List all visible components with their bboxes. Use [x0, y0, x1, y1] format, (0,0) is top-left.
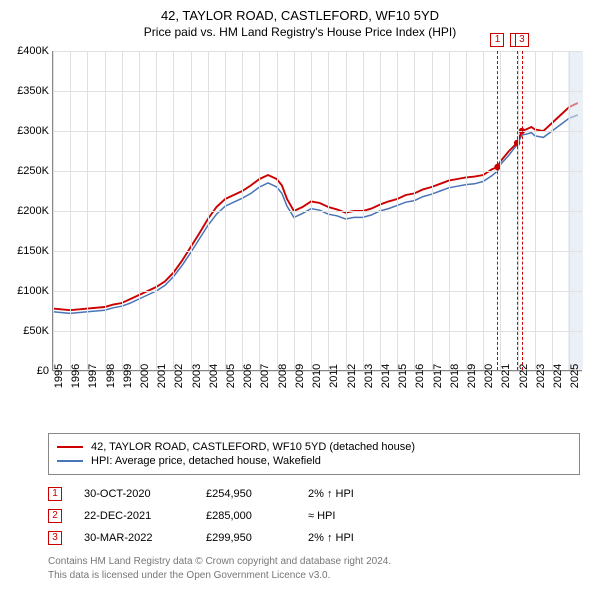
sale-hpi: 2% ↑ HPI: [308, 532, 354, 544]
x-axis-label: 2008: [277, 364, 289, 388]
sale-price: £299,950: [206, 532, 286, 544]
sale-marker: 2: [48, 509, 62, 523]
x-axis-label: 2005: [225, 364, 237, 388]
sale-row: 2 22-DEC-2021 £285,000 ≈ HPI: [48, 505, 580, 527]
title: 42, TAYLOR ROAD, CASTLEFORD, WF10 5YD: [8, 8, 592, 23]
sale-hpi: 2% ↑ HPI: [308, 488, 354, 500]
x-axis-label: 2023: [535, 364, 547, 388]
x-axis-label: 2021: [500, 364, 512, 388]
x-axis-label: 2013: [363, 364, 375, 388]
x-axis-label: 2014: [380, 364, 392, 388]
y-axis-label: £50K: [23, 325, 53, 337]
y-axis-label: £350K: [17, 85, 53, 97]
sale-marker-tab: 3: [515, 33, 529, 47]
x-axis-label: 1995: [53, 364, 65, 388]
y-axis-label: £400K: [17, 45, 53, 57]
legend-swatch: [57, 460, 83, 462]
y-axis-label: £300K: [17, 125, 53, 137]
x-axis-label: 2001: [156, 364, 168, 388]
x-axis-label: 2002: [173, 364, 185, 388]
sale-row: 1 30-OCT-2020 £254,950 2% ↑ HPI: [48, 483, 580, 505]
footer-line: This data is licensed under the Open Gov…: [48, 569, 580, 583]
sale-price: £285,000: [206, 510, 286, 522]
plot-area: £0£50K£100K£150K£200K£250K£300K£350K£400…: [52, 51, 582, 371]
x-axis-label: 1999: [122, 364, 134, 388]
x-axis-label: 2006: [242, 364, 254, 388]
series-hpi: [53, 115, 578, 313]
x-axis-label: 2011: [328, 364, 340, 388]
sale-price: £254,950: [206, 488, 286, 500]
y-axis-label: £200K: [17, 205, 53, 217]
y-axis-label: £0: [37, 365, 53, 377]
x-axis-label: 2016: [414, 364, 426, 388]
sale-date: 30-MAR-2022: [84, 532, 184, 544]
footer: Contains HM Land Registry data © Crown c…: [48, 555, 580, 582]
x-axis-label: 2000: [139, 364, 151, 388]
y-axis-label: £100K: [17, 285, 53, 297]
legend-label: HPI: Average price, detached house, Wake…: [91, 455, 321, 467]
x-axis-label: 2010: [311, 364, 323, 388]
chart-container: 42, TAYLOR ROAD, CASTLEFORD, WF10 5YD Pr…: [0, 0, 600, 590]
sale-date: 30-OCT-2020: [84, 488, 184, 500]
y-axis-label: £150K: [17, 245, 53, 257]
x-axis-label: 2019: [466, 364, 478, 388]
sale-hpi: ≈ HPI: [308, 510, 335, 522]
sale-marker-tab: 1: [490, 33, 504, 47]
sale-marker: 3: [48, 531, 62, 545]
y-axis-label: £250K: [17, 165, 53, 177]
x-axis-label: 2025: [569, 364, 581, 388]
x-axis-label: 2020: [483, 364, 495, 388]
x-axis-label: 1998: [105, 364, 117, 388]
sales-table: 1 30-OCT-2020 £254,950 2% ↑ HPI 2 22-DEC…: [48, 483, 580, 549]
series-property: [53, 103, 578, 310]
x-axis-label: 2018: [449, 364, 461, 388]
footer-line: Contains HM Land Registry data © Crown c…: [48, 555, 580, 569]
x-axis-label: 2009: [294, 364, 306, 388]
legend-swatch: [57, 446, 83, 448]
x-axis-label: 2015: [397, 364, 409, 388]
x-axis-label: 2024: [552, 364, 564, 388]
legend-item: 42, TAYLOR ROAD, CASTLEFORD, WF10 5YD (d…: [57, 440, 571, 454]
chart: £0 £50K £100K £150K £200K £250K £300K £350K £400…: [8, 45, 592, 425]
x-axis-label: 2004: [208, 364, 220, 388]
x-axis-label: 1996: [70, 364, 82, 388]
sale-date: 22-DEC-2021: [84, 510, 184, 522]
x-axis-label: 2012: [346, 364, 358, 388]
sale-row: 3 30-MAR-2022 £299,950 2% ↑ HPI: [48, 527, 580, 549]
legend-label: 42, TAYLOR ROAD, CASTLEFORD, WF10 5YD (d…: [91, 441, 415, 453]
legend-item: HPI: Average price, detached house, Wake…: [57, 454, 571, 468]
sale-marker: 1: [48, 487, 62, 501]
x-axis-label: 1997: [87, 364, 99, 388]
legend: 42, TAYLOR ROAD, CASTLEFORD, WF10 5YD (d…: [48, 433, 580, 475]
x-axis-label: 2003: [191, 364, 203, 388]
x-axis-label: 2017: [432, 364, 444, 388]
x-axis-label: 2007: [259, 364, 271, 388]
x-axis-label: 2022: [518, 364, 530, 388]
